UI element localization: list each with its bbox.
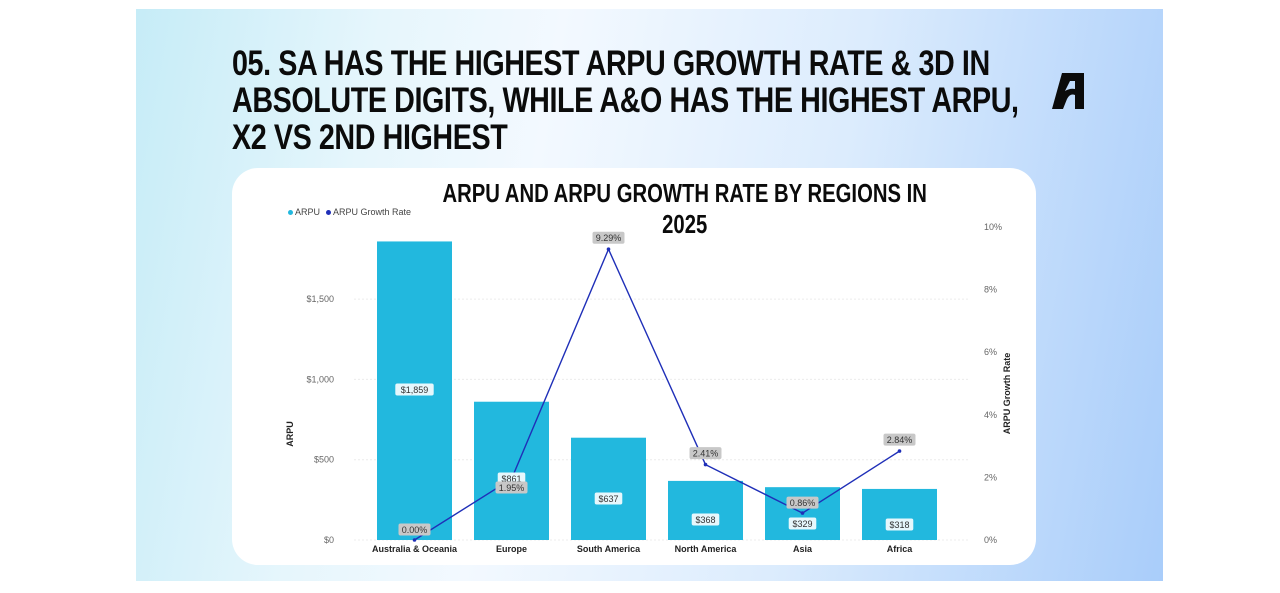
growth-rate-point[interactable]	[412, 538, 417, 542]
growth-rate-data-label: 0.86%	[790, 498, 816, 508]
category-label: Asia	[793, 544, 813, 554]
arpu-data-label-bg	[594, 492, 623, 505]
growth-rate-data-label: 9.29%	[596, 233, 622, 243]
right-axis-tick-label: 2%	[984, 472, 997, 482]
combo-chart: $0 $500 $1,000 $1,500 0% 2% 4% 6% 8% 10% ARPU AR…	[285, 222, 1012, 554]
legend-marker-arpu	[288, 209, 293, 215]
arpu-data-label-bg	[788, 517, 817, 530]
arpu-data-label-bg	[395, 383, 434, 396]
left-axis-ticks: $0 $500 $1,000 $1,500	[306, 294, 334, 545]
right-axis-title: ARPU Growth Rate	[1002, 353, 1012, 435]
category-label: Europe	[496, 544, 527, 554]
category-labels: Australia & Oceania Europe South America No…	[372, 544, 913, 554]
left-axis-tick-label: $1,500	[306, 294, 334, 304]
arpu-data-label: $318	[889, 520, 909, 530]
growth-rate-data-label-bg	[592, 231, 625, 244]
growth-rate-data-label: 0.00%	[402, 525, 428, 535]
right-axis-tick-label: 8%	[984, 285, 997, 295]
growth-rate-polyline	[414, 247, 900, 541]
growth-rate-line	[412, 247, 902, 542]
arpu-data-label-bg	[885, 518, 914, 531]
growth-rate-data-label-bg	[495, 481, 528, 494]
growth-rate-data-label-bg	[786, 496, 819, 509]
arpu-data-label: $861	[501, 474, 521, 484]
category-label: Australia & Oceania	[372, 544, 458, 554]
right-axis-tick-label: 0%	[984, 535, 997, 545]
growth-rate-point[interactable]	[606, 247, 611, 252]
category-label: North America	[675, 544, 738, 554]
category-label: South America	[577, 544, 641, 554]
arpu-data-label: $637	[598, 494, 618, 504]
growth-rate-data-label: 1.95%	[499, 483, 525, 493]
growth-rate-data-label: 2.84%	[887, 435, 913, 445]
slide-headline: 05. SA has the highest ARPU growth rate …	[232, 44, 1019, 157]
left-axis-tick-label: $0	[324, 535, 334, 545]
arpu-bar[interactable]	[668, 480, 743, 540]
chart-legend: ARPU ARPU Growth Rate	[288, 207, 411, 217]
right-axis-tick-label: 6%	[984, 347, 997, 357]
arpu-bars	[377, 241, 937, 540]
growth-rate-data-label-bg	[689, 447, 722, 460]
left-axis-tick-label: $500	[314, 455, 334, 465]
right-axis-ticks: 0% 2% 4% 6% 8% 10%	[984, 222, 1002, 545]
arpu-bar[interactable]	[474, 401, 549, 540]
right-axis-tick-label: 10%	[984, 222, 1002, 232]
growth-rate-point[interactable]	[800, 511, 805, 515]
arpu-data-label: $1,859	[401, 385, 429, 395]
slide-background: 05. SA has the highest ARPU growth rate …	[136, 9, 1163, 581]
arpu-bar[interactable]	[571, 437, 646, 540]
legend-item-arpu[interactable]: ARPU	[288, 207, 320, 217]
legend-item-growth-rate[interactable]: ARPU Growth Rate	[326, 207, 411, 217]
legend-label: ARPU	[295, 207, 321, 217]
arpu-data-label: $329	[792, 519, 812, 529]
growth-rate-data-label-bg	[883, 433, 916, 446]
growth-rate-point[interactable]	[703, 462, 708, 467]
right-axis-tick-label: 4%	[984, 410, 997, 420]
growth-rate-data-label-bg	[398, 523, 431, 536]
legend-marker-growth-rate	[326, 209, 332, 215]
growth-rate-data-label: 2.41%	[693, 449, 719, 459]
category-label: Africa	[887, 544, 914, 554]
chart-title: ARPU and ARPU Growth Rate by Regions in …	[442, 178, 927, 239]
arpu-data-label: $368	[695, 515, 715, 525]
chart-card: ARPU and ARPU Growth Rate by Regions in …	[232, 168, 1036, 565]
growth-rate-point[interactable]	[897, 449, 902, 453]
left-axis-tick-label: $1,000	[306, 374, 334, 384]
stylized-a-logo-icon	[1052, 73, 1084, 109]
data-labels: $1,859 $861 $637 $368 $329 $318 0.00% 1.95% 9.29…	[395, 231, 916, 536]
arpu-data-label-bg	[691, 513, 720, 526]
legend-label: ARPU Growth Rate	[333, 207, 412, 217]
left-axis-title: ARPU	[285, 421, 295, 447]
arpu-bar[interactable]	[862, 488, 937, 540]
